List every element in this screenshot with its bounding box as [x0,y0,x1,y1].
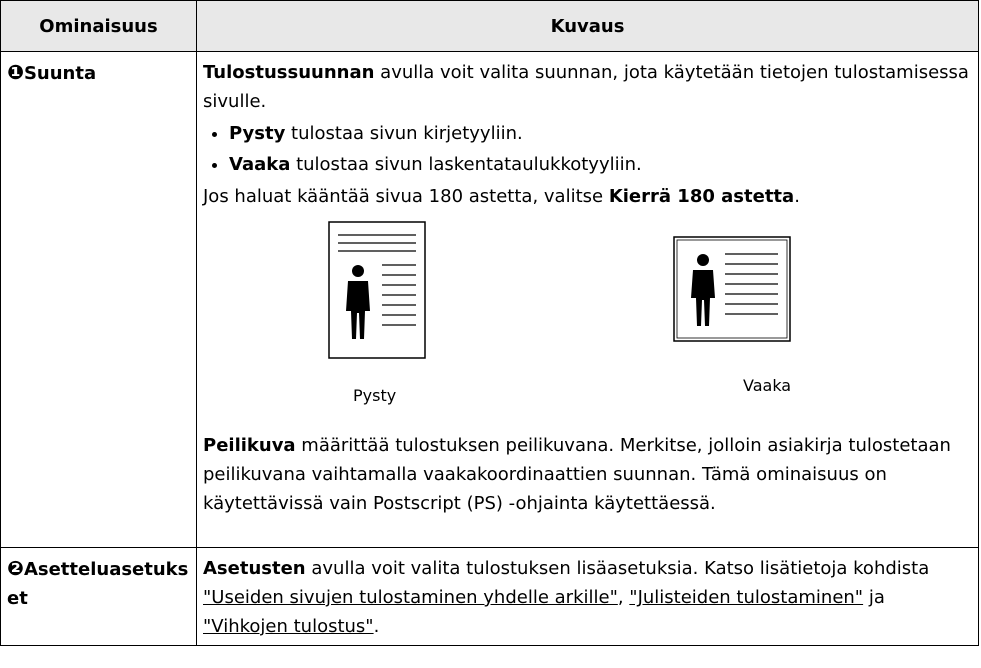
list-item: Pysty tulostaa sivun kirjetyyliin. [229,119,972,148]
image-label: Pysty [353,386,397,405]
header-cell: Ominaisuus [0,0,197,52]
feature: Suunta [23,63,97,84]
portrait-icon [328,221,426,359]
paragraph: Asetusten avulla voit valita tulostuksen… [203,554,972,641]
text: . [373,616,380,637]
row: ❷Asetteluasetukset Asetusten avulla voit… [0,547,979,646]
orientation-images: Pysty Vaaka [203,221,972,421]
text: avulla voit valita tulostuksen lisäasetu… [305,558,930,579]
description-cell: Tulostussuunnan avulla voit valita suunn… [196,51,979,548]
list: Pysty tulostaa sivun kirjetyyliin. Vaaka… [203,119,972,179]
row: ❶Suunta Tulostussuunnan avulla voit vali… [0,51,979,548]
bold: Vaaka [229,154,291,175]
bold: Peilikuva [203,435,296,456]
link[interactable]: "Useiden sivujen tulostaminen yhdelle ar… [203,587,618,608]
image-label: Vaaka [743,376,792,395]
description-cell: Asetusten avulla voit valita tulostuksen… [196,547,979,646]
header-row: Ominaisuus Kuvaus [0,0,979,52]
text: määrittää tulostuksen peilikuvana. Merki… [203,435,951,514]
text: avulla voit valita suunnan, jota käytetä… [203,62,969,112]
text: tulostaa sivun kirjetyyliin. [285,123,523,144]
text: . [794,186,800,207]
text: , [617,587,630,608]
header-cell: Kuvaus [196,0,979,52]
link[interactable]: "Julisteiden tulostaminen" [629,587,864,608]
feature-cell: ❷Asetteluasetukset [0,547,197,646]
text: ja [863,587,885,608]
marker: ❶ [7,60,24,84]
list-item: Vaaka tulostaa sivun laskentataulukkotyy… [229,150,972,179]
landscape-icon [673,236,791,342]
paragraph: Tulostussuunnan avulla voit valita suunn… [203,58,972,116]
bold: Pysty [229,123,286,144]
text: Jos haluat kääntää sivua 180 astetta, va… [203,186,609,207]
feature: Asetteluasetukset [7,559,189,609]
bold: Asetusten [203,558,306,579]
text: tulostaa sivun laskentataulukkotyyliin. [290,154,642,175]
bold: Tulostussuunnan [203,62,375,83]
feature-cell: ❶Suunta [0,51,197,548]
paragraph: Jos haluat kääntää sivua 180 astetta, va… [203,182,972,211]
feature-table: Ominaisuus Kuvaus ❶Suunta Tulostussuunna… [0,0,979,646]
bold: Kierrä 180 astetta [608,186,795,207]
marker: ❷ [7,556,24,580]
link[interactable]: "Vihkojen tulostus" [203,616,374,637]
paragraph: Peilikuva määrittää tulostuksen peilikuv… [203,431,972,518]
